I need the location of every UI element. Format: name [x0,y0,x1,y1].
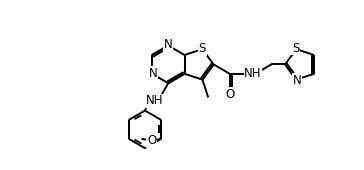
Text: S: S [199,42,206,55]
Text: O: O [225,88,234,101]
Text: N: N [149,67,157,80]
Text: S: S [292,42,299,55]
Text: NH: NH [145,94,163,107]
Text: N: N [293,74,301,87]
Text: N: N [164,38,173,51]
Text: O: O [147,134,157,147]
Text: NH: NH [244,67,262,80]
